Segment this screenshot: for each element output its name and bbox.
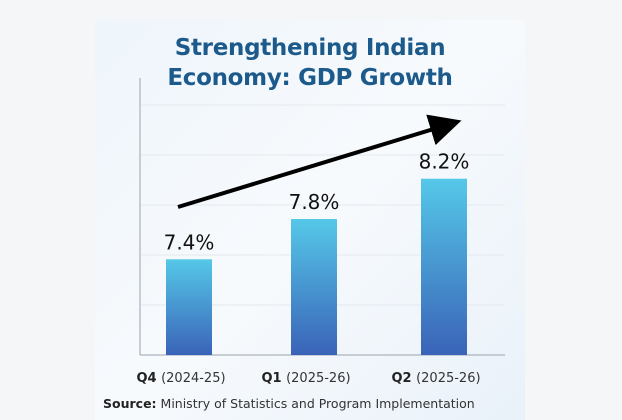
- source-text: Ministry of Statistics and Program Imple…: [160, 396, 475, 411]
- source-label: Source:: [103, 396, 157, 411]
- data-label: 8.2%: [419, 150, 470, 174]
- bar-q4: [166, 259, 212, 355]
- x-tick-label: Q1 (2025-26): [261, 371, 350, 386]
- title-line-1: Strengthening Indian: [174, 35, 446, 61]
- x-tick-label: Q2 (2025-26): [391, 371, 480, 386]
- source-note: Source: Ministry of Statistics and Progr…: [103, 396, 475, 411]
- bar-q1: [291, 219, 337, 355]
- title-line-2: Economy: GDP Growth: [167, 65, 453, 91]
- bar-q2: [421, 178, 467, 355]
- chart-title: Strengthening Indian Economy: GDP Growth: [95, 33, 525, 93]
- trend-arrow: [177, 114, 462, 209]
- data-label: 7.4%: [164, 230, 215, 254]
- data-label: 7.8%: [289, 190, 340, 214]
- x-tick-label: Q4 (2024-25): [136, 371, 225, 386]
